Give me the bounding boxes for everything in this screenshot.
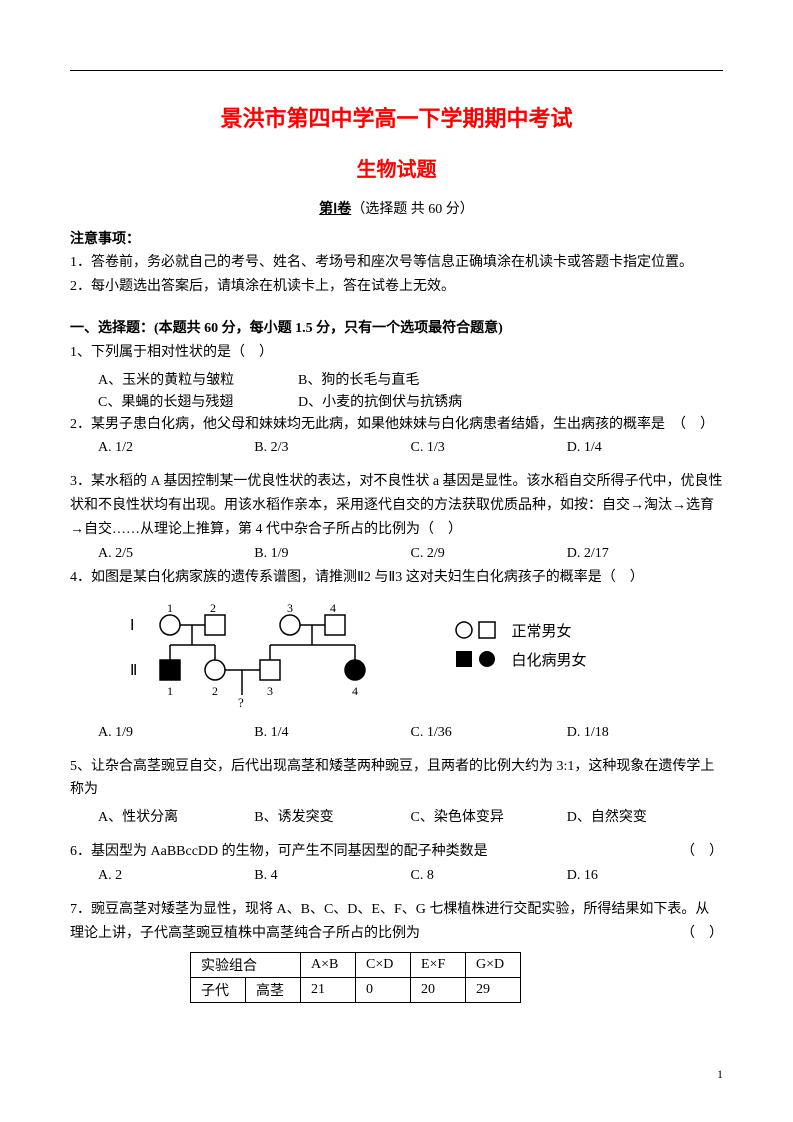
- th-4: G×D: [466, 952, 521, 977]
- pedigree-legend: 正常男女 白化病男女: [454, 620, 587, 678]
- section-heading: 一、选择题：(本题共 60 分，每小题 1.5 分，只有一个选项最符合题意): [70, 317, 723, 337]
- q5-opts: A、性状分离 B、诱发突变 C、染色体变异 D、自然突变: [70, 806, 723, 826]
- section-note: （选择题 共 60 分）: [351, 202, 474, 217]
- q6-opt-a: A. 2: [98, 868, 254, 884]
- q3-opt-a: A. 2/5: [98, 546, 254, 562]
- gen2-roman: Ⅱ: [130, 663, 137, 679]
- th-0: 实验组合: [191, 952, 301, 977]
- q2-opt-a: A. 1/2: [98, 440, 254, 456]
- main-title: 景洪市第四中学高一下学期期中考试: [70, 101, 723, 133]
- q1-opts-row1: A、玉米的黄粒与皱粒 B、狗的长毛与直毛: [70, 369, 723, 389]
- th-1: A×B: [301, 952, 356, 977]
- q1-opt-d: D、小麦的抗倒伏与抗锈病: [298, 391, 498, 411]
- cell-2: 20: [411, 977, 466, 1002]
- cell-1: 0: [356, 977, 411, 1002]
- q4-stem: 4．如图是某白化病家族的遗传系谱图，请推测Ⅱ2 与Ⅱ3 这对夫妇生白化病孩子的概…: [70, 566, 723, 590]
- row-label: 子代: [191, 977, 246, 1002]
- svg-text:1: 1: [167, 684, 173, 698]
- q7-blank: （ ）: [681, 922, 723, 946]
- svg-text:?: ?: [238, 695, 244, 710]
- pedigree-diagram: Ⅰ 1 2 3 4 Ⅱ 1 2: [70, 600, 723, 715]
- svg-text:2: 2: [212, 684, 218, 698]
- q2-opt-c: C. 1/3: [411, 440, 567, 456]
- legend-affected: 白化病男女: [454, 649, 587, 670]
- q4-opt-b: B. 1/4: [254, 725, 410, 741]
- notice-title: 注意事项：: [70, 228, 723, 248]
- q6-blank: （ ）: [681, 840, 723, 864]
- top-rule: [70, 70, 723, 71]
- notice-item-2: 2．每小题选出答案后，请填涂在机读卡上，答在试卷上无效。: [70, 276, 723, 298]
- cell-0: 21: [301, 977, 356, 1002]
- q1-opt-b: B、狗的长毛与直毛: [298, 369, 498, 389]
- q5-opt-c: C、染色体变异: [411, 806, 567, 826]
- q5-opt-a: A、性状分离: [98, 806, 254, 826]
- q5-opt-d: D、自然突变: [567, 806, 723, 826]
- q3-opts: A. 2/5 B. 1/9 C. 2/9 D. 2/17: [70, 546, 723, 562]
- q4-opt-d: D. 1/18: [567, 725, 723, 741]
- q5-stem: 5、让杂合高茎豌豆自交，后代出现高茎和矮茎两种豌豆，且两者的比例大约为 3:1，…: [70, 755, 723, 803]
- q7-stem: 7．豌豆高茎对矮茎为显性，现将 A、B、C、D、E、F、G 七棵植株进行交配实验…: [70, 898, 723, 946]
- q4-opt-c: C. 1/36: [411, 725, 567, 741]
- q2-opt-b: B. 2/3: [254, 440, 410, 456]
- q7-table: 实验组合 A×B C×D E×F G×D 子代 高茎 21 0 20 29: [190, 952, 521, 1003]
- legend-normal: 正常男女: [454, 620, 587, 641]
- th-2: C×D: [356, 952, 411, 977]
- q3-opt-d: D. 2/17: [567, 546, 723, 562]
- cell-3: 29: [466, 977, 521, 1002]
- gen1-roman: Ⅰ: [130, 618, 134, 634]
- section-name: 第Ⅰ卷: [319, 202, 351, 217]
- page-number: 1: [717, 1067, 723, 1082]
- q3-opt-c: C. 2/9: [411, 546, 567, 562]
- q3-stem: 3．某水稻的 A 基因控制某一优良性状的表达，对不良性状 a 基因是显性。该水稻…: [70, 470, 723, 541]
- q1-opt-a: A、玉米的黄粒与皱粒: [98, 369, 298, 389]
- q6-opts: A. 2 B. 4 C. 8 D. 16: [70, 868, 723, 884]
- q6-opt-c: C. 8: [411, 868, 567, 884]
- legend-normal-text: 正常男女: [512, 620, 572, 641]
- svg-text:1: 1: [167, 601, 173, 615]
- q4-opt-a: A. 1/9: [98, 725, 254, 741]
- q2-stem: 2．某男子患白化病，他父母和妹妹均无此病，如果他妹妹与白化病患者结婚，生出病孩的…: [70, 413, 723, 437]
- q3-opt-b: B. 1/9: [254, 546, 410, 562]
- th-3: E×F: [411, 952, 466, 977]
- q6-opt-d: D. 16: [567, 868, 723, 884]
- section-label: 第Ⅰ卷（选择题 共 60 分）: [70, 198, 723, 218]
- q6-opt-b: B. 4: [254, 868, 410, 884]
- svg-text:4: 4: [330, 601, 336, 615]
- q2-opts: A. 1/2 B. 2/3 C. 1/3 D. 1/4: [70, 440, 723, 456]
- q5-opt-b: B、诱发突变: [254, 806, 410, 826]
- q1-stem: 1、下列属于相对性状的是（ ）: [70, 341, 723, 365]
- q4-opts: A. 1/9 B. 1/4 C. 1/36 D. 1/18: [70, 725, 723, 741]
- svg-text:4: 4: [352, 684, 358, 698]
- pedigree-svg: Ⅰ 1 2 3 4 Ⅱ 1 2: [130, 600, 400, 710]
- svg-text:3: 3: [287, 601, 293, 615]
- q1-opts-row2: C、果蝇的长翅与残翅 D、小麦的抗倒伏与抗锈病: [70, 391, 723, 411]
- svg-text:2: 2: [210, 601, 216, 615]
- q1-opt-c: C、果蝇的长翅与残翅: [98, 391, 298, 411]
- legend-affected-text: 白化病男女: [512, 649, 587, 670]
- q2-opt-d: D. 1/4: [567, 440, 723, 456]
- q7-text: 7．豌豆高茎对矮茎为显性，现将 A、B、C、D、E、F、G 七棵植株进行交配实验…: [70, 902, 709, 941]
- table-data-row: 子代 高茎 21 0 20 29: [191, 977, 521, 1002]
- table-header-row: 实验组合 A×B C×D E×F G×D: [191, 952, 521, 977]
- row-sublabel: 高茎: [246, 977, 301, 1002]
- sub-title: 生物试题: [70, 153, 723, 182]
- q6-stem: 6．基因型为 AaBBccDD 的生物，可产生不同基因型的配子种类数是 （ ）: [70, 840, 723, 864]
- notice-item-1: 1．答卷前，务必就自己的考号、姓名、考场号和座次号等信息正确填涂在机读卡或答题卡…: [70, 252, 723, 274]
- q6-text: 6．基因型为 AaBBccDD 的生物，可产生不同基因型的配子种类数是: [70, 844, 488, 859]
- svg-text:3: 3: [267, 684, 273, 698]
